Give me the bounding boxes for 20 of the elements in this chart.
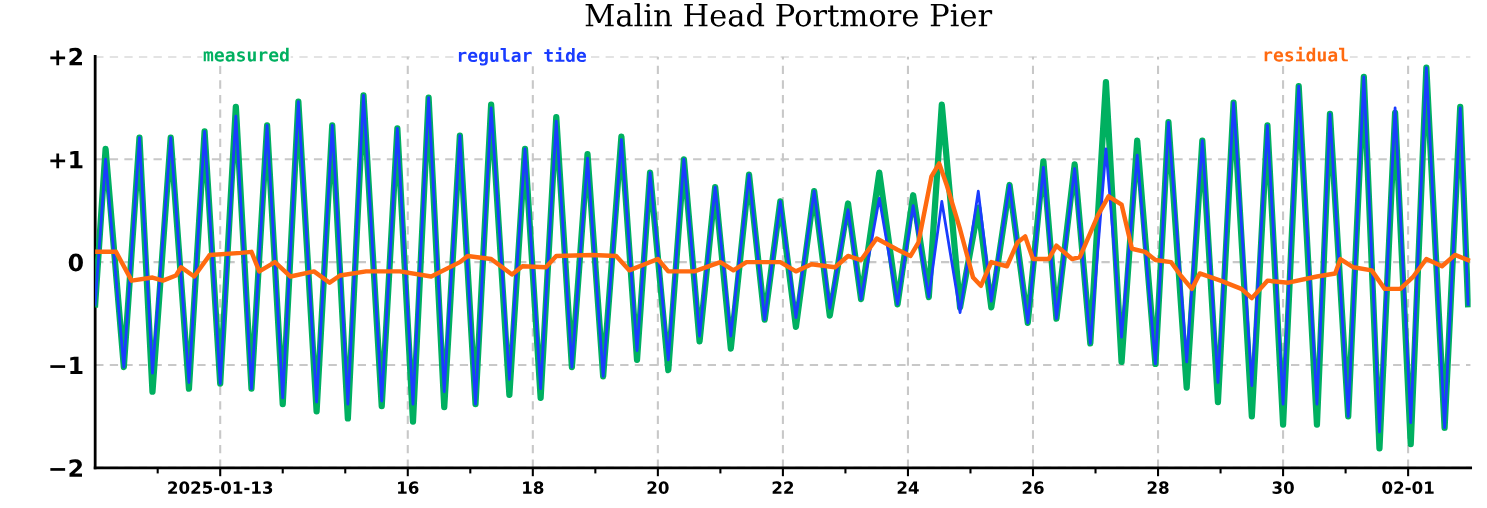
y-tick-label: +1 xyxy=(50,151,83,169)
y-tick-label: 0 xyxy=(68,253,83,272)
x-tick-label: 18 xyxy=(523,481,544,494)
line-series xyxy=(95,161,1471,301)
x-tick-label: 30 xyxy=(1272,481,1294,494)
x-tick-label: 26 xyxy=(1022,481,1044,494)
x-tick-label: 28 xyxy=(1147,481,1169,494)
y-tick-label: +2 xyxy=(50,47,82,66)
x-tick-label: 24 xyxy=(897,481,919,494)
text: measured xyxy=(203,47,289,62)
y-tick-label: −2 xyxy=(50,459,82,477)
x-tick-label: 2025-01-13 xyxy=(168,481,273,494)
x-tick-label: 02-01 xyxy=(1382,481,1434,494)
x-tick-label: 22 xyxy=(772,481,794,494)
text: residual xyxy=(1264,46,1348,62)
text: regular tide xyxy=(458,47,587,66)
x-tick-label: 20 xyxy=(647,481,669,494)
y-tick-label: −1 xyxy=(50,356,83,374)
x-tick-label: 16 xyxy=(398,481,419,494)
chart-title: Malin Head Portmore Pier xyxy=(585,2,993,27)
